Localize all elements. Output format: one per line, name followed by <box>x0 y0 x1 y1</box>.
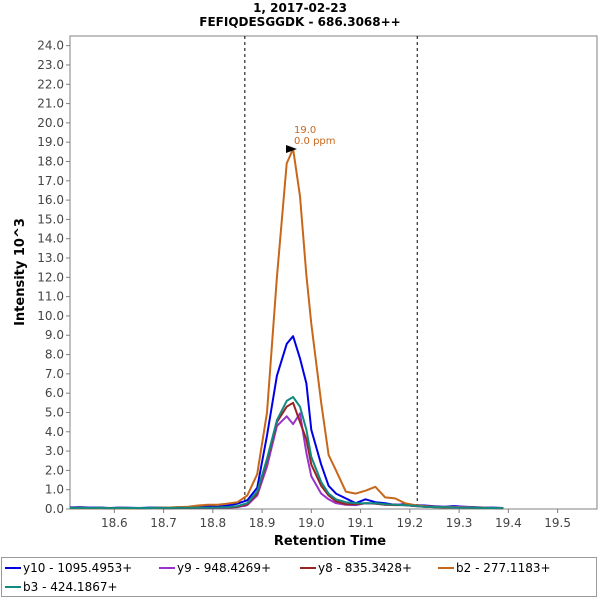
y-axis-label: Intensity 10^3 <box>13 218 28 326</box>
x-tick-label: 18.9 <box>249 516 276 530</box>
x-tick-label: 19.2 <box>396 516 423 530</box>
y-tick-label: 5.0 <box>45 405 64 419</box>
chart-title: 1, 2017-02-23 <box>253 1 347 15</box>
legend-item: y8 - 835.3428+ <box>300 561 412 575</box>
x-tick-label: 18.8 <box>199 516 226 530</box>
y-tick-label: 8.0 <box>45 348 64 362</box>
y-tick-label: 2.0 <box>45 463 64 477</box>
y-tick-label: 19.0 <box>37 135 64 149</box>
y-tick-label: 24.0 <box>37 39 64 53</box>
y-tick-label: 4.0 <box>45 425 64 439</box>
legend-label: y8 - 835.3428+ <box>318 561 413 575</box>
y-tick-label: 23.0 <box>37 58 64 72</box>
x-tick-label: 19.4 <box>495 516 522 530</box>
y-tick-label: 11.0 <box>37 290 64 304</box>
y-tick-label: 16.0 <box>37 193 64 207</box>
x-tick-label: 19.3 <box>446 516 473 530</box>
y-tick-label: 17.0 <box>37 174 64 188</box>
legend-label: b2 - 277.1183+ <box>456 561 551 575</box>
legend-swatch <box>159 567 175 569</box>
plot-frame <box>69 35 598 510</box>
y-tick-label: 6.0 <box>45 386 64 400</box>
y-tick-label: 0.0 <box>45 502 64 516</box>
y-tick-label: 20.0 <box>37 116 64 130</box>
legend-item: b2 - 277.1183+ <box>438 561 551 575</box>
legend-item: b3 - 424.1867+ <box>5 580 118 594</box>
peak-rt-label: 19.0 <box>294 125 316 136</box>
legend: y10 - 1095.4953+ y9 - 948.4269+ y8 - 835.3… <box>1 557 597 597</box>
legend-label: b3 - 424.1867+ <box>23 580 118 594</box>
legend-swatch <box>438 567 454 569</box>
peak-ppm-label: 0.0 ppm <box>294 136 336 147</box>
y-tick-label: 18.0 <box>37 154 64 168</box>
y-tick-label: 10.0 <box>37 309 64 323</box>
peak-marker-icon <box>286 144 298 153</box>
x-axis-label: Retention Time <box>274 534 386 549</box>
y-tick-label: 22.0 <box>37 77 64 91</box>
series-line-4 <box>69 396 504 510</box>
legend-item: y10 - 1095.4953+ <box>5 561 132 575</box>
x-tick-label: 19.5 <box>544 516 571 530</box>
legend-label: y9 - 948.4269+ <box>177 561 272 575</box>
x-tick-label: 18.6 <box>101 516 128 530</box>
y-tick-label: 12.0 <box>37 270 64 284</box>
y-tick-label: 7.0 <box>45 367 64 381</box>
x-tick-label: 18.7 <box>150 516 177 530</box>
y-tick-label: 15.0 <box>37 212 64 226</box>
plot-area: 0.0 1.0 2.0 3.0 4.0 5.0 6.0 7.0 8.0 9.0 10.0 11.0 12… <box>37 35 598 530</box>
x-tick-label: 19.0 <box>298 516 325 530</box>
legend-swatch <box>5 567 21 569</box>
y-tick-label: 14.0 <box>37 232 64 246</box>
y-tick-label: 13.0 <box>37 251 64 265</box>
x-tick-label: 19.1 <box>347 516 374 530</box>
y-tick-label: 1.0 <box>45 483 64 497</box>
legend-item: y9 - 948.4269+ <box>159 561 271 575</box>
y-tick-label: 9.0 <box>45 328 64 342</box>
legend-swatch <box>5 586 21 588</box>
legend-swatch <box>300 567 316 569</box>
legend-label: y10 - 1095.4953+ <box>23 561 133 575</box>
chart-subtitle: FEFIQDESGGDK - 686.3068++ <box>199 15 400 29</box>
chart-svg: 1, 2017-02-23 FEFIQDESGGDK - 686.3068++ … <box>13 1 598 549</box>
y-tick-label: 3.0 <box>45 444 64 458</box>
y-tick-label: 21.0 <box>37 97 64 111</box>
